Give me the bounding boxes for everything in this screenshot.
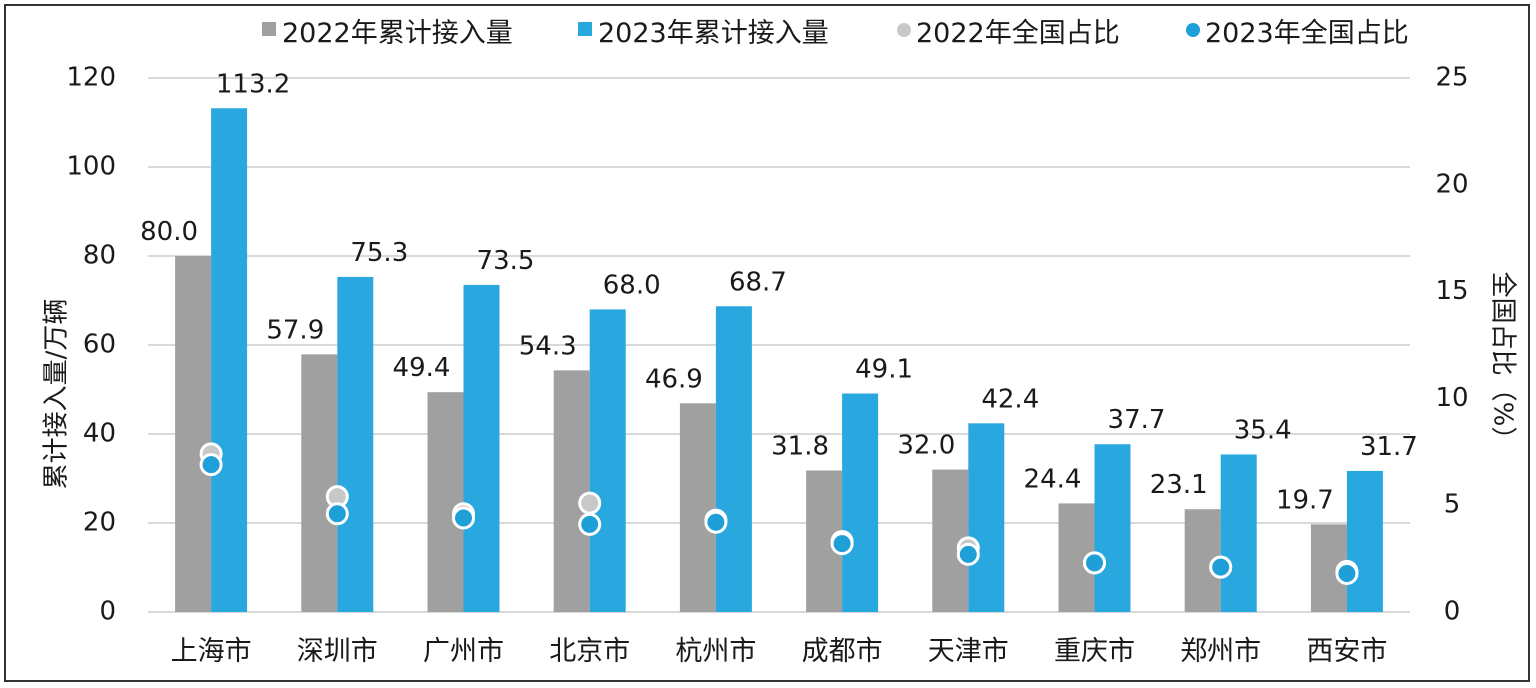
data-label-2023: 68.7 — [729, 267, 787, 297]
legend-label-2022-share: 2022年全国占比 — [916, 18, 1120, 49]
data-label-2022: 32.0 — [897, 431, 955, 461]
category-label: 北京市 — [549, 636, 630, 667]
data-labels: 80.0 113.2 57.9 75.3 49.4 73.5 54.3 68.0 46.9 68.… — [140, 69, 1418, 515]
legend-marker-2022-share — [897, 23, 911, 37]
y-tick-label: 0 — [99, 597, 116, 627]
bar-2022 — [427, 392, 464, 612]
data-label-2023: 49.1 — [855, 355, 913, 385]
legend-marker-2023-share — [1186, 23, 1200, 37]
bar-2023 — [589, 309, 626, 612]
y-tick-label: 80 — [83, 241, 116, 271]
data-label-2023: 37.7 — [1108, 405, 1166, 435]
marker-2023-share — [1335, 562, 1359, 586]
data-label-2022: 24.4 — [1024, 464, 1082, 494]
bar-2023 — [211, 108, 248, 612]
bar-2023 — [842, 393, 879, 612]
bar-2022 — [679, 403, 716, 612]
marker-2023-share — [325, 502, 349, 526]
bar-2023 — [1346, 470, 1383, 612]
data-label-2022: 46.9 — [645, 364, 703, 394]
category-label: 郑州市 — [1180, 636, 1261, 667]
y2-tick-label: 0 — [1444, 597, 1461, 627]
y-tick-label: 100 — [66, 152, 116, 182]
data-label-2022: 19.7 — [1276, 485, 1334, 515]
y2-tick-label: 10 — [1435, 383, 1468, 413]
bars — [175, 108, 1383, 612]
marker-2023-share — [1209, 555, 1233, 579]
y-tick-label: 60 — [83, 330, 116, 360]
data-label-2023: 75.3 — [350, 238, 408, 268]
x-axis-categories: 上海市 深圳市 广州市 北京市 杭州市 成都市 天津市 重庆市 郑州市 西安市 — [171, 636, 1388, 667]
bar-2022 — [301, 354, 338, 612]
bar-2022 — [553, 370, 590, 612]
markers — [199, 442, 1359, 586]
legend: 2022年累计接入量 2023年累计接入量 2022年全国占比 2023年全国占… — [262, 18, 1409, 49]
legend-swatch-2022-bar — [262, 22, 276, 36]
marker-2023-share — [578, 512, 602, 536]
data-label-2022: 49.4 — [393, 353, 451, 383]
category-label: 重庆市 — [1054, 636, 1135, 667]
legend-label-2023-bar: 2023年累计接入量 — [598, 18, 829, 49]
legend-label-2023-share: 2023年全国占比 — [1205, 18, 1409, 49]
category-label: 天津市 — [928, 636, 1009, 667]
chart-frame — [4, 4, 1530, 682]
marker-2022-share — [578, 491, 602, 515]
category-label: 西安市 — [1306, 636, 1387, 667]
data-label-2022: 23.1 — [1150, 470, 1208, 500]
y-tick-label: 20 — [83, 508, 116, 538]
data-label-2022: 31.8 — [771, 431, 829, 461]
data-label-2023: 113.2 — [216, 69, 290, 99]
data-label-2023: 35.4 — [1234, 415, 1292, 445]
y2-tick-label: 20 — [1435, 169, 1468, 199]
data-label-2022: 57.9 — [266, 315, 324, 345]
bar-2023 — [463, 284, 500, 612]
legend-label-2022-bar: 2022年累计接入量 — [282, 18, 513, 49]
bar-2022 — [175, 256, 212, 612]
data-label-2022: 80.0 — [140, 217, 198, 247]
marker-2023-share — [452, 506, 475, 530]
y2-tick-label: 15 — [1435, 276, 1468, 306]
bar-2023 — [1094, 444, 1131, 612]
data-label-2023: 42.4 — [981, 384, 1039, 414]
category-label: 深圳市 — [297, 636, 378, 667]
legend-swatch-2023-bar — [578, 22, 592, 36]
category-label: 上海市 — [171, 636, 252, 667]
marker-2023-share — [956, 542, 980, 566]
y2-axis-title: 全国占比（%） — [1488, 272, 1518, 453]
y-tick-label: 40 — [83, 419, 116, 449]
category-label: 广州市 — [423, 636, 504, 667]
bar-2023 — [337, 276, 374, 612]
bar-2023 — [1220, 454, 1257, 612]
marker-2023-share — [1083, 551, 1106, 575]
y-axis-ticks: 0 20 40 60 80 100 120 — [66, 63, 116, 627]
y2-tick-label: 25 — [1435, 63, 1468, 93]
y2-tick-label: 5 — [1444, 490, 1461, 520]
marker-2023-share — [199, 453, 223, 477]
category-label: 杭州市 — [675, 636, 756, 667]
bar-2023 — [968, 423, 1005, 612]
y2-axis-ticks: 0 5 10 15 20 25 — [1435, 63, 1468, 627]
y-axis-title: 累计接入量/万辆 — [42, 299, 72, 490]
marker-2023-share — [704, 510, 728, 534]
y-tick-label: 120 — [66, 63, 116, 93]
bar-2023 — [715, 306, 752, 612]
data-label-2022: 54.3 — [519, 331, 577, 361]
data-label-2023: 31.7 — [1360, 432, 1418, 462]
data-label-2023: 73.5 — [477, 246, 535, 276]
marker-2023-share — [830, 532, 854, 556]
data-label-2023: 68.0 — [603, 270, 661, 300]
category-label: 成都市 — [802, 636, 883, 667]
